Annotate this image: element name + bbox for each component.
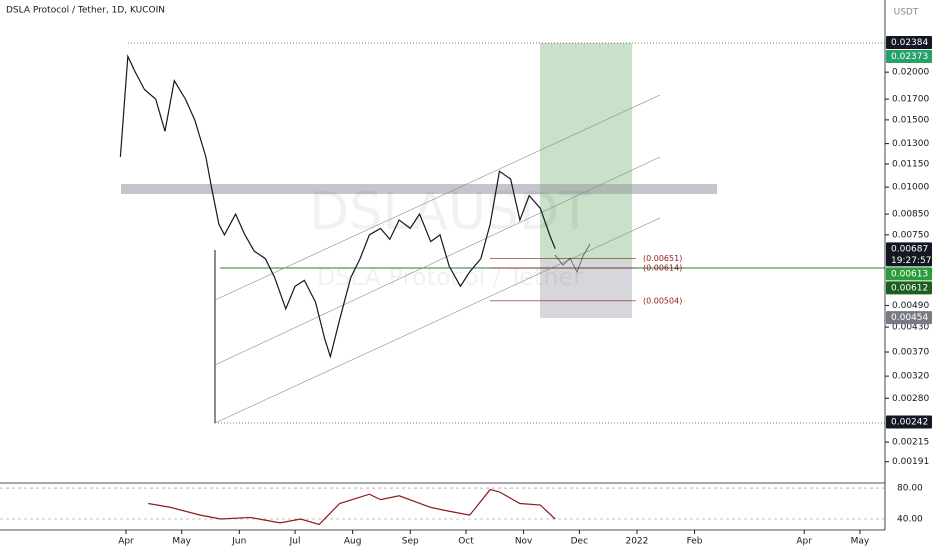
- rsi-line: [148, 488, 556, 526]
- x-tick-label: May: [172, 537, 191, 547]
- y-tick-label: 0.00750: [892, 230, 929, 240]
- price-tag: [886, 311, 932, 325]
- y-tick-label: 0.00850: [892, 210, 929, 220]
- price-tag: [886, 415, 932, 429]
- y-tick-label: 0.01500: [892, 115, 929, 125]
- y-tick-label: 0.02000: [892, 68, 929, 78]
- price-tag: [886, 50, 932, 64]
- loss-zone: [540, 262, 632, 318]
- projection: [554, 243, 591, 273]
- annotation-label: (0.00504): [643, 296, 682, 305]
- price-tag-label: 0.02384: [891, 38, 928, 48]
- y-tick-label: 0.01300: [892, 139, 929, 149]
- channel-upper: [214, 94, 661, 301]
- x-tick-label: Apr: [796, 537, 812, 547]
- x-tick-label: 2022: [625, 537, 648, 547]
- x-tick-label: Sep: [402, 537, 419, 547]
- y-tick-label: 0.00280: [892, 394, 929, 404]
- y-tick-label: 0.01150: [892, 159, 929, 169]
- rsi-tick-label: 40.00: [897, 515, 923, 525]
- price-tag: [886, 242, 932, 267]
- channel-mid: [214, 156, 661, 366]
- x-tick-label: Feb: [687, 537, 703, 547]
- axis-unit: USDT: [894, 8, 919, 18]
- y-tick-label: 0.00490: [892, 301, 929, 311]
- price-tag-label: 0.00612: [891, 283, 928, 293]
- price-line: [119, 54, 556, 359]
- annotation-label: (0.00651): [643, 254, 682, 263]
- y-tick-label: 0.00191: [892, 457, 929, 467]
- x-tick-label: Jun: [231, 537, 246, 547]
- channel-lower: [214, 217, 661, 424]
- price-tag-label: 0.00454: [891, 313, 928, 323]
- annotation-label: (0.00614): [643, 264, 682, 273]
- profit-zone: [540, 43, 632, 262]
- countdown: 19:27:57: [891, 256, 931, 266]
- y-tick-label: 0.01700: [892, 95, 929, 105]
- y-tick-label: 0.00370: [892, 348, 929, 358]
- x-tick-label: Dec: [571, 537, 588, 547]
- x-tick-label: Aug: [344, 537, 362, 547]
- price-tag: [886, 281, 932, 295]
- y-tick-label: 0.00430: [892, 323, 929, 333]
- price-tag: [886, 267, 932, 281]
- header-title: DSLA Protocol / Tether, 1D, KUCOIN: [6, 6, 165, 16]
- price-tag-label: 0.02373: [891, 52, 928, 62]
- x-tick-label: Apr: [118, 537, 134, 547]
- rsi-tick-label: 80.00: [897, 484, 923, 494]
- y-tick-label: 0.00320: [892, 372, 929, 382]
- price-tag: [886, 36, 932, 50]
- resistance-band: [121, 184, 717, 194]
- y-tick-label: 0.01000: [892, 183, 929, 193]
- price-tag-label: 0.00687: [891, 244, 928, 254]
- x-tick-label: May: [851, 537, 870, 547]
- x-tick-label: Oct: [458, 537, 474, 547]
- x-tick-label: Nov: [515, 537, 533, 547]
- price-tag-label: 0.00613: [891, 269, 928, 279]
- price-tag-label: 0.00242: [891, 417, 928, 427]
- y-tick-label: 0.00215: [892, 438, 929, 448]
- x-tick-label: Jul: [289, 537, 301, 547]
